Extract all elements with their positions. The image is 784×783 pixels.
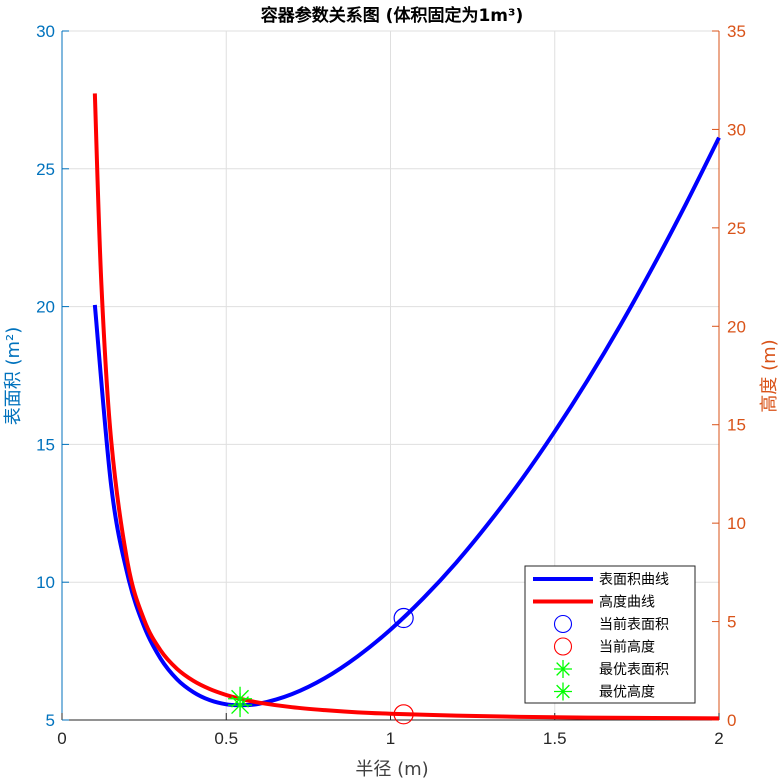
right-tick-label: 30	[727, 120, 746, 139]
legend-circle-sample	[553, 614, 573, 634]
left-axis-label: 表面积 (m²)	[3, 327, 24, 426]
legend-box	[524, 565, 696, 704]
x-tick-label: 0.5	[214, 729, 238, 748]
surface-area-curve	[92, 136, 721, 708]
height-curve	[92, 93, 720, 721]
legend-circle-sample	[553, 637, 573, 656]
left-tick-label: 25	[36, 160, 55, 179]
right-tick-label: 25	[727, 219, 746, 238]
right-tick-label: 35	[727, 22, 746, 41]
asterisk-stroke	[231, 689, 249, 708]
left-tick-label: 30	[36, 22, 55, 41]
legend-label: 当前高度	[599, 639, 655, 656]
current-height-marker	[393, 704, 414, 725]
left-tick-label: 5	[46, 711, 55, 730]
right-tick-label: 15	[727, 416, 746, 435]
legend-label: 表面积曲线	[599, 572, 669, 588]
right-axis-label: 高度 (m)	[759, 339, 780, 412]
legend-label: 最优表面积	[599, 662, 669, 678]
x-tick-label: 1	[386, 729, 395, 748]
right-tick-label: 5	[727, 613, 736, 632]
legend-asterisk-sample	[554, 660, 572, 678]
left-tick-label: 15	[36, 435, 55, 454]
chart-title: 容器参数关系图 (体积固定为1m³)	[261, 5, 523, 26]
asterisk-stroke	[556, 684, 570, 699]
x-tick-label: 0	[57, 729, 66, 748]
legend-label: 最优高度	[599, 684, 655, 701]
asterisk-stroke	[556, 662, 570, 676]
left-tick-label: 10	[36, 573, 55, 592]
legend-label: 高度曲线	[599, 594, 655, 611]
current-surface-marker	[393, 607, 414, 629]
right-tick-label: 10	[727, 514, 746, 533]
x-tick-label: 1.5	[543, 729, 567, 748]
marker-layer	[228, 607, 414, 725]
x-tick-label: 2	[714, 729, 723, 748]
right-tick-label: 0	[727, 711, 736, 730]
series-layer	[92, 93, 721, 721]
left-tick-label: 20	[36, 298, 55, 317]
legend-asterisk-sample	[554, 682, 572, 701]
x-axis-label: 半径 (m)	[355, 759, 428, 780]
legend-label: 当前表面积	[599, 616, 669, 633]
right-tick-label: 20	[727, 317, 746, 336]
optimal-height-marker	[228, 686, 253, 711]
